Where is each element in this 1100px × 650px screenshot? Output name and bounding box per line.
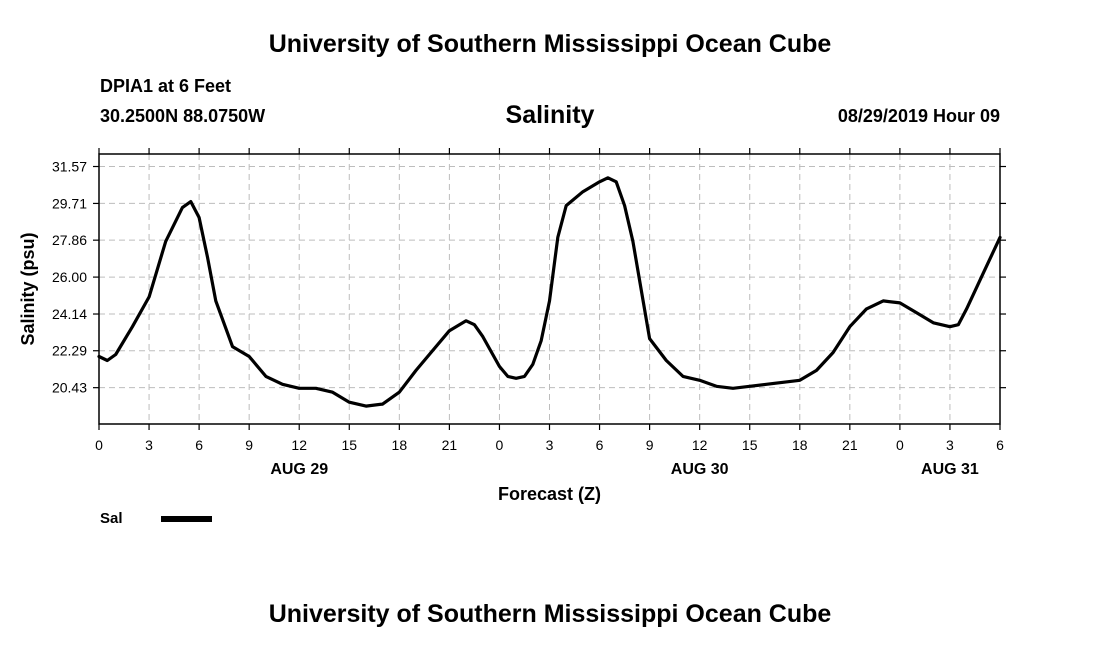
x-tick-label: 21	[842, 437, 858, 453]
series-line-sal	[97, 176, 1002, 408]
x-tick-label: 9	[646, 437, 654, 453]
plot-frame	[98, 153, 1001, 425]
y-tick-label: 26.00	[52, 269, 87, 285]
x-tick-label: 6	[996, 437, 1004, 453]
station-coordinates: 30.2500N 88.0750W	[100, 106, 266, 126]
x-tick-label: 3	[946, 437, 954, 453]
x-tick-label: 9	[245, 437, 253, 453]
station-name: DPIA1 at 6 Feet	[100, 76, 232, 96]
y-tick-label: 29.71	[52, 195, 87, 211]
legend-label: Sal	[100, 510, 123, 527]
x-tick-label: 15	[341, 437, 357, 453]
x-tick-label: 0	[896, 437, 904, 453]
x-tick-label: 15	[742, 437, 758, 453]
date-label: AUG 30	[671, 461, 729, 478]
x-tick-label: 0	[95, 437, 103, 453]
top-title: University of Southern Mississippi Ocean…	[268, 30, 832, 58]
x-tick-label: 6	[195, 437, 203, 453]
x-tick-label: 12	[692, 437, 708, 453]
x-tick-label: 0	[496, 437, 504, 453]
legend-swatch	[161, 516, 212, 522]
bottom-title: University of Southern Mississippi Ocean…	[268, 600, 832, 628]
y-axis-title: Salinity (psu)	[18, 232, 38, 345]
x-tick-label: 3	[145, 437, 153, 453]
y-tick-label: 22.29	[52, 343, 87, 359]
date-label: AUG 31	[921, 461, 979, 478]
x-tick-label: 21	[442, 437, 458, 453]
forecast-timestamp: 08/29/2019 Hour 09	[837, 106, 1000, 126]
y-tick-label: 27.86	[52, 232, 87, 248]
y-tick-label: 20.43	[52, 380, 87, 396]
x-tick-label: 6	[596, 437, 604, 453]
x-tick-label: 18	[392, 437, 408, 453]
chart-title: Salinity	[505, 101, 595, 129]
x-tick-label: 3	[546, 437, 554, 453]
x-tick-label: 18	[792, 437, 808, 453]
y-tick-label: 31.57	[52, 159, 87, 175]
date-label: AUG 29	[270, 461, 328, 478]
x-axis-title: Forecast (Z)	[498, 484, 601, 504]
y-tick-label: 24.14	[52, 306, 87, 322]
x-tick-label: 12	[291, 437, 307, 453]
